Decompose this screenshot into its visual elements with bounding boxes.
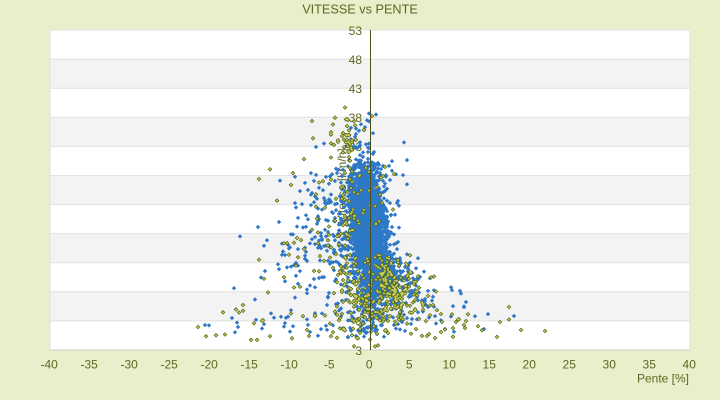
svg-text:25: 25 [563,358,577,372]
svg-text:-5: -5 [324,358,335,372]
svg-text:10: 10 [443,358,457,372]
svg-text:48: 48 [349,53,363,67]
svg-text:43: 43 [349,82,363,96]
svg-text:-20: -20 [201,358,219,372]
svg-text:53: 53 [349,24,363,38]
svg-text:35: 35 [643,358,657,372]
svg-text:-30: -30 [121,358,139,372]
svg-text:30: 30 [603,358,617,372]
svg-text:VITESSE vs PENTE: VITESSE vs PENTE [302,3,418,17]
svg-text:0: 0 [366,358,373,372]
svg-text:40: 40 [683,358,697,372]
svg-text:Pente [%]: Pente [%] [637,371,689,385]
svg-text:-40: -40 [41,358,59,372]
svg-text:15: 15 [483,358,497,372]
svg-text:3: 3 [355,315,362,329]
svg-text:-15: -15 [241,358,259,372]
svg-text:-35: -35 [81,358,99,372]
svg-text:3: 3 [355,344,362,358]
svg-text:-10: -10 [281,358,299,372]
svg-text:5: 5 [406,358,413,372]
svg-text:20: 20 [523,358,537,372]
svg-text:-25: -25 [161,358,179,372]
